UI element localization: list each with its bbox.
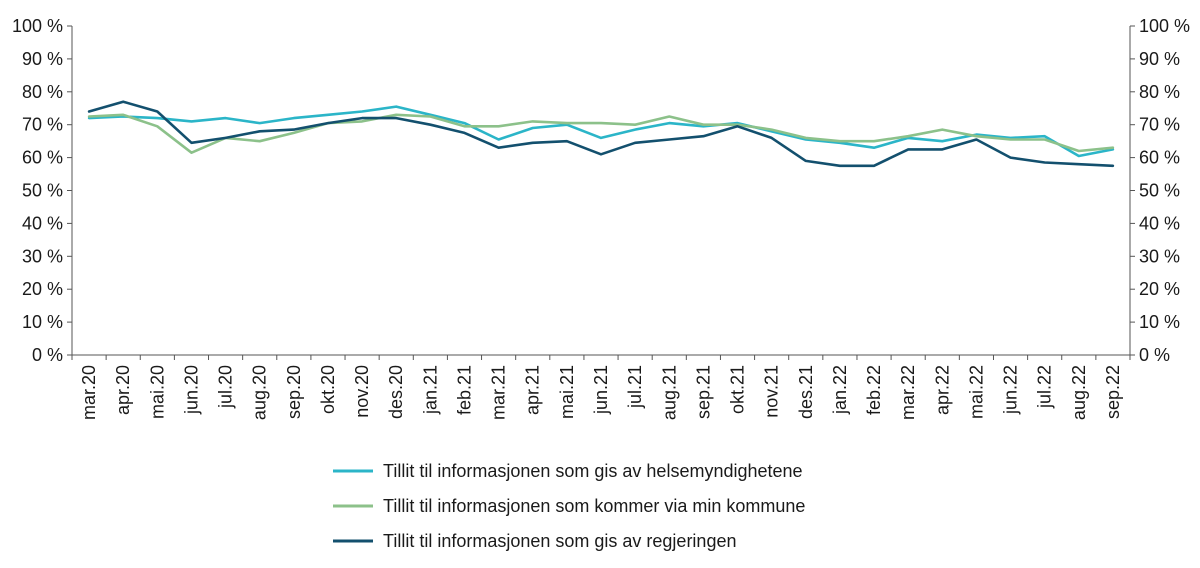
y-tick-label: 90 %	[22, 49, 63, 69]
y-tick-label-right: 10 %	[1139, 312, 1180, 332]
x-tick-label: feb.21	[454, 365, 474, 415]
y-tick-label-right: 30 %	[1139, 246, 1180, 266]
y-tick-label-right: 50 %	[1139, 181, 1180, 201]
x-tick-label: des.20	[386, 365, 406, 419]
y-tick-label-right: 90 %	[1139, 49, 1180, 69]
legend: Tillit til informasjonen som gis av hels…	[333, 461, 805, 551]
series-line-1	[87, 105, 1115, 158]
y-axis-left-labels: 0 % 10 % 20 % 30 % 40 % 50 % 60 % 70 % 80 % 90 % 1…	[12, 16, 63, 365]
y-tick-label: 0 %	[32, 345, 63, 365]
y-tick-label: 70 %	[22, 115, 63, 135]
x-tick-label: sep.22	[1103, 365, 1123, 419]
x-tick-label: jul.21	[625, 365, 645, 409]
legend-label-1: Tillit til informasjonen som gis av hels…	[383, 461, 803, 481]
y-tick-label-right: 60 %	[1139, 148, 1180, 168]
x-tick-label: feb.22	[864, 365, 884, 415]
x-tick-label: aug.22	[1069, 365, 1089, 420]
x-tick-label: okt.21	[728, 365, 748, 414]
y-axis-right-labels: 0 % 10 % 20 % 30 % 40 % 50 % 60 % 70 % 80 % 90 % 1…	[1139, 16, 1190, 365]
y-tick-label-right: 40 %	[1139, 213, 1180, 233]
x-tick-label: mai.22	[966, 365, 986, 419]
x-tick-label: apr.22	[932, 365, 952, 415]
y-tick-label-right: 100 %	[1139, 16, 1190, 36]
y-tick-label-right: 70 %	[1139, 115, 1180, 135]
x-tick-label: apr.20	[113, 365, 133, 415]
y-tick-label: 100 %	[12, 16, 63, 36]
y-tick-label-right: 0 %	[1139, 345, 1170, 365]
x-tick-label: mai.21	[557, 365, 577, 419]
legend-label-2: Tillit til informasjonen som kommer via …	[383, 496, 805, 516]
y-tick-label: 10 %	[22, 312, 63, 332]
x-tick-label: mar.22	[898, 365, 918, 420]
y-tick-label: 60 %	[22, 148, 63, 168]
x-tick-label: jan.21	[420, 365, 440, 415]
x-tick-label: mar.20	[79, 365, 99, 420]
y-tick-label-right: 80 %	[1139, 82, 1180, 102]
x-tick-label: jun.20	[181, 365, 201, 415]
x-tick-label: aug.21	[659, 365, 679, 420]
x-tick-label: aug.20	[250, 365, 270, 420]
series-line-2	[87, 113, 1115, 154]
x-tick-label: apr.21	[523, 365, 543, 415]
legend-label-3: Tillit til informasjonen som gis av regj…	[383, 531, 736, 551]
series-line-3	[87, 100, 1115, 168]
y-tick-label: 30 %	[22, 246, 63, 266]
x-tick-label: nov.20	[352, 365, 372, 418]
y-tick-label: 40 %	[22, 213, 63, 233]
y-tick-label: 50 %	[22, 181, 63, 201]
x-tick-label: nov.21	[762, 365, 782, 418]
y-tick-label: 20 %	[22, 279, 63, 299]
x-tick-label: jul.20	[216, 365, 236, 409]
x-axis-labels: mar.20 apr.20 mai.20 jun.20 jul.20 aug.20 sep.…	[79, 365, 1123, 420]
x-tick-label: jun.21	[591, 365, 611, 415]
series-lines	[87, 100, 1115, 168]
x-tick-label: sep.20	[284, 365, 304, 419]
x-tick-label: des.21	[796, 365, 816, 419]
x-tick-label: sep.21	[693, 365, 713, 419]
x-tick-label: jun.22	[1001, 365, 1021, 415]
x-tick-label: mai.20	[147, 365, 167, 419]
x-tick-label: mar.21	[489, 365, 509, 420]
x-tick-label: okt.20	[318, 365, 338, 414]
x-tick-label: jan.22	[830, 365, 850, 415]
axes	[67, 25, 1135, 360]
y-tick-label-right: 20 %	[1139, 279, 1180, 299]
y-tick-label: 80 %	[22, 82, 63, 102]
x-tick-label: jul.22	[1035, 365, 1055, 409]
